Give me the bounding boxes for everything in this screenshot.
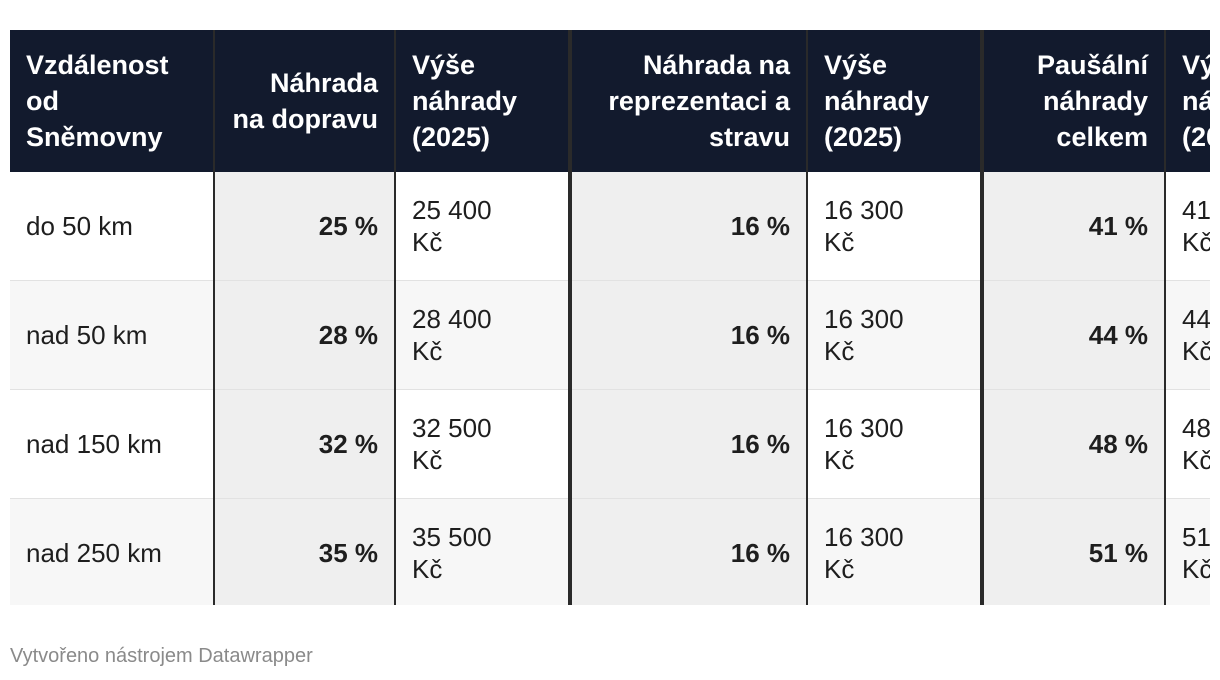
amount-cell: 16 300 Kč	[806, 498, 982, 605]
column-header: Náhrada na reprezentaci a stravu	[568, 30, 807, 172]
row-label: do 50 km	[10, 172, 214, 281]
table-row: nad 150 km 32 % 32 500 Kč 16 % 16 300 Kč 48 %…	[10, 389, 1210, 499]
amount-cell: 25 400 Kč	[394, 172, 570, 281]
amount-text: 51 800 Kč	[1182, 522, 1210, 584]
amount-cell: 16 300 Kč	[806, 172, 982, 281]
amount-cell: 41 700 Kč	[1164, 172, 1210, 281]
amount-cell: 16 300 Kč	[806, 280, 982, 390]
percent-cell: 16 %	[568, 172, 807, 281]
amount-text: 32 500 Kč	[412, 413, 492, 475]
table-row: do 50 km 25 % 25 400 Kč 16 % 16 300 Kč 41 % 41…	[10, 172, 1210, 281]
amount-text: 28 400 Kč	[412, 304, 492, 366]
amount-cell: 44 700 Kč	[1164, 280, 1210, 390]
column-header: Náhrada na dopravu	[213, 30, 395, 172]
amount-cell: 48 800 Kč	[1164, 389, 1210, 499]
amount-text: 48 800 Kč	[1182, 413, 1210, 475]
percent-cell: 51 %	[980, 498, 1165, 605]
column-header: Výše náhrady (2025)	[806, 30, 982, 172]
column-header: Výše náhrady (2025)	[1164, 30, 1210, 172]
column-header: Vzdálenost od Sněmovny	[10, 30, 214, 172]
footer: Vytvořeno nástrojem Datawrapper	[10, 645, 313, 667]
header-row: Vzdálenost od Sněmovny Náhrada na dopravu…	[10, 30, 1210, 172]
percent-cell: 16 %	[568, 498, 807, 605]
amount-cell: 32 500 Kč	[394, 389, 570, 499]
row-label: nad 150 km	[10, 389, 214, 499]
amount-text: 16 300 Kč	[824, 522, 904, 584]
percent-cell: 48 %	[980, 389, 1165, 499]
column-header: Výše náhrady (2025)	[394, 30, 570, 172]
amount-cell: 28 400 Kč	[394, 280, 570, 390]
amount-text: 44 700 Kč	[1182, 304, 1210, 366]
table-row: nad 50 km 28 % 28 400 Kč 16 % 16 300 Kč 44 % 4…	[10, 280, 1210, 390]
amount-cell: 16 300 Kč	[806, 389, 982, 499]
amount-cell: 51 800 Kč	[1164, 498, 1210, 605]
percent-cell: 44 %	[980, 280, 1165, 390]
amount-text: 16 300 Kč	[824, 304, 904, 366]
row-label: nad 250 km	[10, 498, 214, 605]
percent-cell: 25 %	[213, 172, 395, 281]
percent-cell: 16 %	[568, 280, 807, 390]
amount-cell: 35 500 Kč	[394, 498, 570, 605]
row-label: nad 50 km	[10, 280, 214, 390]
table-body: do 50 km 25 % 25 400 Kč 16 % 16 300 Kč 41 % 41…	[10, 172, 1210, 605]
percent-cell: 41 %	[980, 172, 1165, 281]
percent-cell: 32 %	[213, 389, 395, 499]
amount-text: 41 700 Kč	[1182, 195, 1210, 257]
percent-cell: 16 %	[568, 389, 807, 499]
amount-text: 25 400 Kč	[412, 195, 492, 257]
amount-text: 16 300 Kč	[824, 195, 904, 257]
percent-cell: 28 %	[213, 280, 395, 390]
table: Vzdálenost od Sněmovny Náhrada na dopravu…	[10, 30, 1210, 605]
table-wrapper: Vzdálenost od Sněmovny Náhrada na dopravu…	[10, 30, 1210, 605]
table-row: nad 250 km 35 % 35 500 Kč 16 % 16 300 Kč 51 %…	[10, 498, 1210, 605]
amount-text: 35 500 Kč	[412, 522, 492, 584]
column-header: Paušální náhrady celkem	[980, 30, 1165, 172]
percent-cell: 35 %	[213, 498, 395, 605]
amount-text: 16 300 Kč	[824, 413, 904, 475]
